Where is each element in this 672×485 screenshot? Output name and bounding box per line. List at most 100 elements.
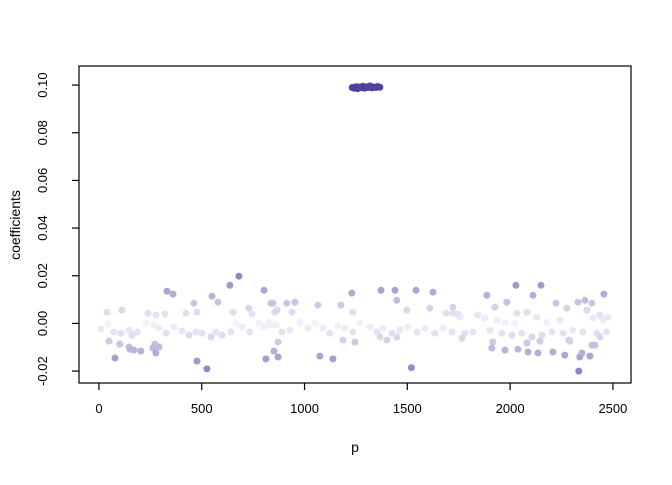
data-point xyxy=(286,326,294,334)
data-point xyxy=(170,323,178,331)
data-point xyxy=(391,286,399,294)
data-point xyxy=(569,326,577,334)
data-point xyxy=(105,337,113,345)
data-point xyxy=(126,345,134,353)
data-point xyxy=(581,296,589,304)
data-point xyxy=(339,336,347,344)
data-point xyxy=(543,318,551,326)
data-point xyxy=(556,316,564,324)
data-point xyxy=(227,328,235,336)
data-point xyxy=(421,324,429,332)
data-point xyxy=(291,298,299,306)
data-point xyxy=(193,357,201,365)
data-point xyxy=(493,316,501,324)
data-point xyxy=(163,287,171,295)
data-point xyxy=(498,329,506,337)
data-point xyxy=(563,304,571,312)
data-point xyxy=(161,310,169,318)
data-point xyxy=(600,290,608,298)
data-point xyxy=(503,298,511,306)
data-point xyxy=(103,308,111,316)
data-point xyxy=(152,349,160,357)
data-point xyxy=(528,333,536,341)
data-point xyxy=(349,328,357,336)
data-point xyxy=(412,286,420,294)
data-point xyxy=(262,355,270,363)
data-point xyxy=(456,313,464,321)
y-tick-label: 0.02 xyxy=(35,263,50,288)
data-point xyxy=(272,321,280,329)
data-point xyxy=(508,331,516,339)
data-point xyxy=(469,328,477,336)
data-point xyxy=(273,306,281,314)
data-point xyxy=(182,309,190,317)
y-axis-title: coefficients xyxy=(7,190,23,260)
data-point xyxy=(376,333,384,341)
y-tick-label: 0.10 xyxy=(35,72,50,97)
data-point xyxy=(501,346,509,354)
data-point xyxy=(604,313,612,321)
data-point xyxy=(536,337,544,345)
data-point xyxy=(561,351,569,359)
data-point xyxy=(192,328,200,336)
x-axis-title: p xyxy=(351,439,359,455)
y-axis-ticks: -0.02 0.00 0.02 0.04 0.06 0.08 0.10 xyxy=(35,72,79,386)
data-point xyxy=(212,328,220,336)
data-point xyxy=(348,289,356,297)
data-point xyxy=(575,367,583,375)
data-point xyxy=(190,299,198,307)
data-point xyxy=(260,286,268,294)
data-point xyxy=(214,298,222,306)
data-point xyxy=(529,291,537,299)
data-point xyxy=(144,309,152,317)
data-point xyxy=(288,308,296,316)
data-point xyxy=(578,349,586,357)
data-point xyxy=(255,319,263,327)
data-point xyxy=(203,365,211,373)
data-point xyxy=(488,344,496,352)
data-point xyxy=(208,292,216,300)
y-tick-label: 0.04 xyxy=(35,215,50,240)
data-point xyxy=(596,333,604,341)
data-point xyxy=(501,318,509,326)
data-point xyxy=(337,301,345,309)
x-tick-label: 1500 xyxy=(393,401,422,416)
data-point xyxy=(449,309,457,317)
y-tick-label: 0.08 xyxy=(35,120,50,145)
x-tick-label: 1000 xyxy=(290,401,319,416)
data-point xyxy=(260,323,268,331)
data-point xyxy=(548,328,556,336)
data-point xyxy=(403,306,411,314)
data-point xyxy=(232,319,240,327)
data-point xyxy=(439,324,447,332)
data-point xyxy=(565,336,573,344)
data-point xyxy=(185,331,193,339)
data-point xyxy=(133,328,141,336)
data-point xyxy=(481,314,489,322)
data-point xyxy=(377,286,385,294)
data-point xyxy=(245,304,253,312)
data-point xyxy=(579,328,587,336)
data-point xyxy=(574,298,582,306)
x-tick-label: 2000 xyxy=(496,401,525,416)
y-tick-label: 0.00 xyxy=(35,311,50,336)
data-point xyxy=(474,311,482,319)
data-point xyxy=(198,329,206,337)
data-point xyxy=(248,310,256,318)
data-point xyxy=(116,340,124,348)
data-point xyxy=(534,349,542,357)
data-point xyxy=(603,328,611,336)
data-point xyxy=(379,324,387,332)
data-point xyxy=(238,323,246,331)
data-point xyxy=(316,352,324,360)
data-point xyxy=(296,318,304,326)
data-point xyxy=(304,324,312,332)
data-point xyxy=(351,338,359,346)
data-point xyxy=(518,329,526,337)
data-point xyxy=(152,311,160,319)
data-point xyxy=(193,308,201,316)
data-point xyxy=(512,281,520,289)
data-point xyxy=(311,319,319,327)
data-point xyxy=(270,347,278,355)
data-point xyxy=(137,347,145,355)
